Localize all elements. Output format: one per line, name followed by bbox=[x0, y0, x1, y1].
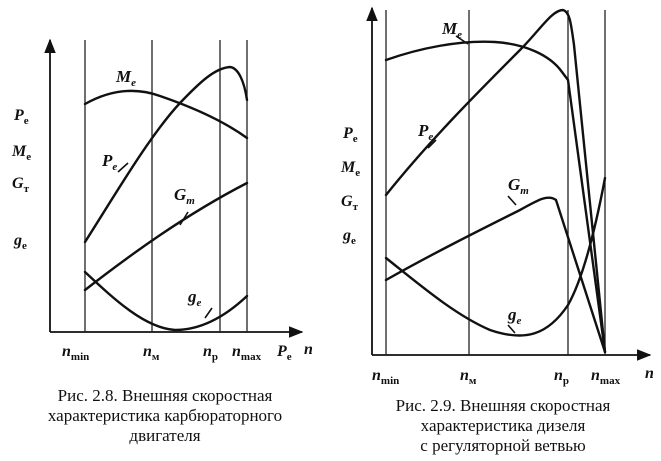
left-xlabel-axis-pe: Pe bbox=[276, 343, 292, 363]
right-xlabel-axis-n: n bbox=[645, 365, 654, 382]
left-xlabel-nm: nм bbox=[143, 343, 160, 363]
right-caption: Рис. 2.9. Внешняя скоростная характерист… bbox=[345, 396, 661, 456]
left-leader-pe bbox=[117, 162, 129, 173]
right-label-pe: Pe bbox=[417, 121, 433, 143]
right-xlabel-np: np bbox=[554, 367, 569, 387]
right-leader-pe bbox=[427, 139, 437, 149]
left-label-pe: Pe bbox=[101, 151, 117, 173]
right-curve-ge bbox=[384, 176, 607, 337]
left-curve-ge bbox=[83, 270, 249, 332]
left-ylabel-pe: Pe bbox=[13, 107, 29, 127]
right-xlabel-nmin: nmin bbox=[372, 367, 399, 387]
left-curve-gt bbox=[83, 181, 249, 292]
right-ylabel-ge: ge bbox=[342, 227, 356, 247]
left-caption-line-2: характеристика карбюраторного bbox=[47, 406, 283, 425]
right-ylabel-me: Me bbox=[340, 159, 360, 179]
right-curve-me bbox=[384, 40, 607, 354]
right-ylabel-gt: Gт bbox=[341, 193, 359, 213]
right-xlabel-nm: nм bbox=[460, 367, 477, 387]
right-label-me: Me bbox=[441, 19, 462, 41]
figure-right: Me Pe Gт ge Pe Me Gт ge nmin nм np nmax … bbox=[340, 6, 654, 387]
left-xlabel-axis-n: n bbox=[304, 341, 313, 358]
right-leader-me bbox=[455, 35, 469, 45]
right-caption-line-3: с регуляторной ветвью bbox=[420, 436, 586, 455]
left-label-gt: Gт bbox=[174, 185, 195, 207]
left-xlabel-nmin: nmin bbox=[62, 343, 89, 363]
left-caption-line-1: Рис. 2.8. Внешняя скоростная bbox=[57, 386, 273, 405]
left-ylabel-gt: Gт bbox=[12, 175, 30, 195]
left-caption-line-3: двигателя bbox=[129, 426, 201, 445]
right-leader-ge bbox=[507, 324, 516, 334]
right-caption-line-2: характеристика дизеля bbox=[420, 416, 586, 435]
left-ylabel-me: Me bbox=[11, 143, 31, 163]
left-caption: Рис. 2.8. Внешняя скоростная характерист… bbox=[0, 386, 330, 446]
right-ylabel-pe: Pe bbox=[342, 125, 358, 145]
right-curve-pe bbox=[384, 8, 607, 354]
left-ylabel-ge: ge bbox=[13, 232, 27, 252]
left-xlabel-nmax: nmax bbox=[232, 343, 262, 363]
right-curve-gt bbox=[384, 196, 607, 354]
left-curve-me bbox=[83, 89, 249, 140]
right-label-gt: Gт bbox=[508, 175, 529, 197]
right-leader-gt bbox=[507, 195, 517, 206]
left-label-me: Me bbox=[115, 67, 136, 89]
left-curve-pe bbox=[83, 65, 249, 244]
right-xlabel-nmax: nmax bbox=[591, 367, 621, 387]
figure-left: Me Pe Gт ge Pe Me Gт ge nmin nм np nmax … bbox=[11, 38, 313, 363]
right-label-ge: ge bbox=[507, 305, 522, 327]
left-xlabel-np: np bbox=[203, 343, 218, 363]
left-leader-ge bbox=[204, 307, 213, 319]
left-label-ge: ge bbox=[187, 287, 202, 309]
right-caption-line-1: Рис. 2.9. Внешняя скоростная bbox=[395, 396, 611, 415]
left-leader-gt bbox=[179, 211, 189, 226]
